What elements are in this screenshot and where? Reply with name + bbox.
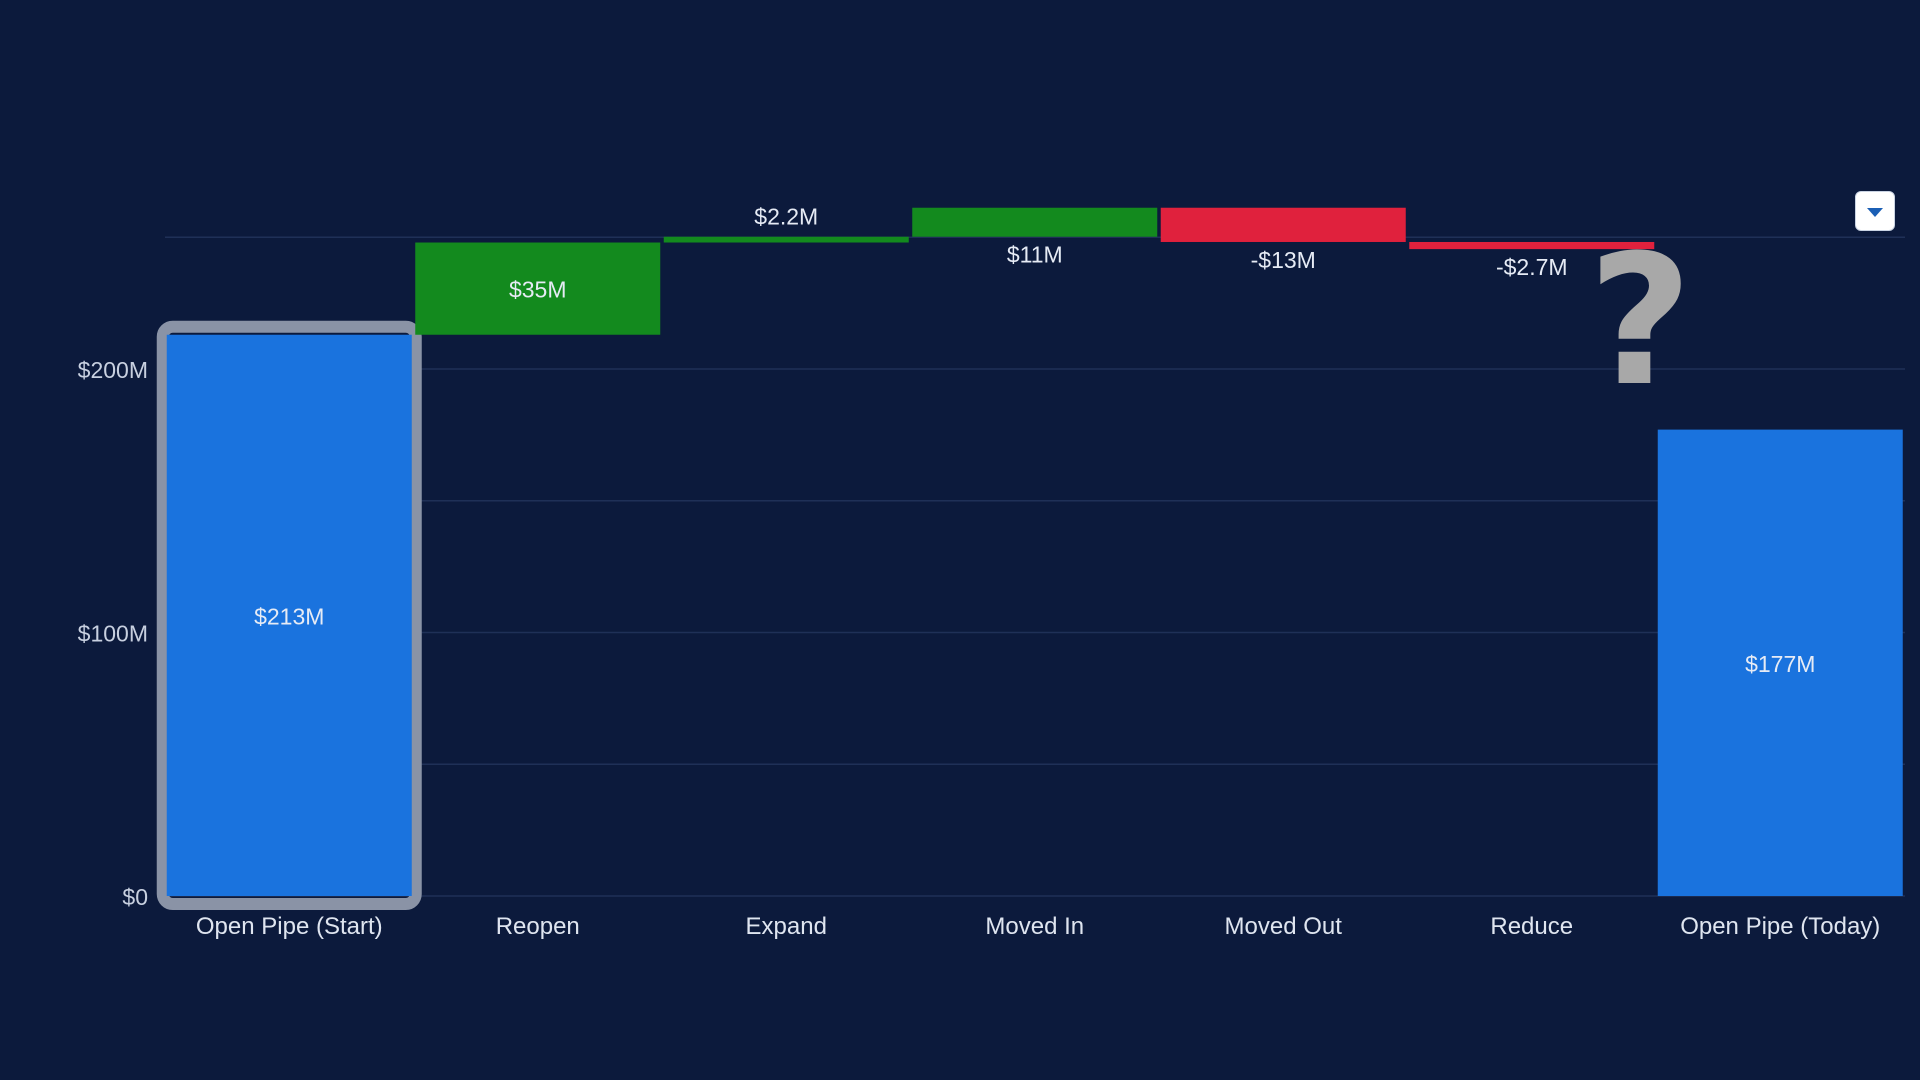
bar-value-label: -$2.7M [1496,254,1568,280]
chart-menu-button[interactable] [1855,191,1895,231]
bar-reopen [415,242,661,335]
bar-open-pipe-today [1657,429,1903,896]
x-category-label: Moved Out [1225,913,1343,940]
y-tick-label: $200M [78,357,148,383]
bar-reduce [1409,241,1655,250]
x-category-label: Reopen [496,913,580,940]
x-category-label: Expand [746,913,827,940]
question-mark-annotation: ? [1588,217,1693,426]
bar-value-label: -$13M [1251,247,1316,273]
bar-value-label: $177M [1745,651,1815,677]
x-category-label: Reduce [1490,913,1573,940]
bar-open-pipe-start [166,334,412,896]
bar-moved-out [1160,207,1406,242]
selected-bar-outline [156,320,422,910]
bar-value-label: $2.2M [754,204,818,230]
x-category-label: Open Pipe (Start) [196,913,383,940]
y-tick-label: $100M [78,621,148,647]
x-category-label: Open Pipe (Today) [1680,913,1880,940]
bar-value-label: $11M [1007,242,1063,268]
bar-expand [663,236,909,243]
bar-value-label: $213M [254,603,324,629]
x-category-label: Moved In [985,913,1084,940]
bar-moved-in [912,207,1158,237]
y-tick-label: $0 [122,884,148,910]
bar-value-label: $35M [509,277,567,303]
chevron-down-icon [1867,208,1883,217]
